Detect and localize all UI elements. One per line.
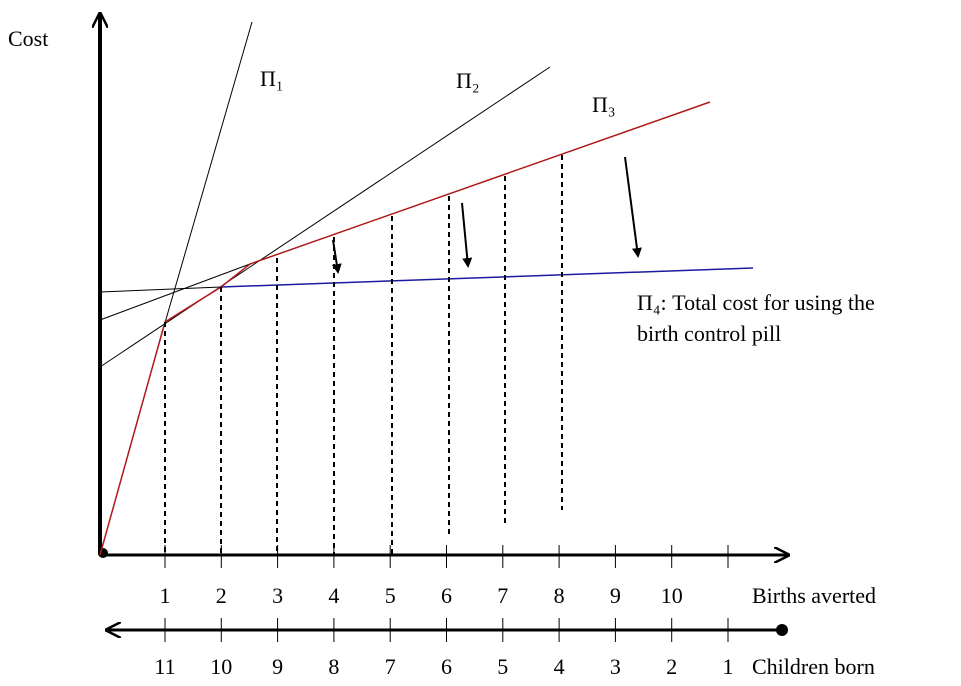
children-tick-label: 6 xyxy=(441,654,452,679)
x-tick-label: 7 xyxy=(497,583,508,608)
children-tick-label: 8 xyxy=(328,654,339,679)
pi3-label: Π₃ xyxy=(592,92,616,117)
dashed-guides xyxy=(164,155,563,555)
children-tick-label: 3 xyxy=(610,654,621,679)
pi4-label: birth control pill xyxy=(637,321,781,346)
children-tick-label: 7 xyxy=(385,654,396,679)
x-tick-label: 2 xyxy=(216,583,227,608)
children-axis-end xyxy=(776,624,788,636)
x-axis-label: Births averted xyxy=(752,583,876,608)
children-tick-label: 4 xyxy=(554,654,565,679)
pi1-label: Π₁ xyxy=(260,66,284,91)
origin xyxy=(98,548,108,558)
pi4-label: Π₄: Total cost for using the xyxy=(637,290,875,315)
x-tick-label: 9 xyxy=(610,583,621,608)
x-tick-label: 5 xyxy=(385,583,396,608)
pi4-line xyxy=(99,286,222,293)
x-tick-label: 8 xyxy=(554,583,565,608)
children-tick-label: 10 xyxy=(210,654,232,679)
y-axis-label: Cost xyxy=(8,26,48,51)
total-cost-envelope xyxy=(99,101,711,556)
shift-arrows xyxy=(331,156,642,274)
children-tick-label: 2 xyxy=(666,654,677,679)
pi1-line xyxy=(159,21,253,341)
children-tick-label: 11 xyxy=(154,654,175,679)
pi3-line xyxy=(99,263,251,321)
x-tick-label: 1 xyxy=(160,583,171,608)
children-tick-label: 9 xyxy=(272,654,283,679)
pi4-blue xyxy=(220,267,754,288)
x-tick-label: 4 xyxy=(328,583,339,608)
children-tick-label: 1 xyxy=(723,654,734,679)
children-axis-label: Children born xyxy=(752,654,875,679)
pi2-label: Π₂ xyxy=(456,68,480,93)
x-tick-label: 6 xyxy=(441,583,452,608)
children-tick-label: 5 xyxy=(497,654,508,679)
x-tick-label: 10 xyxy=(661,583,683,608)
pi2-line xyxy=(99,66,551,368)
x-tick-label: 3 xyxy=(272,583,283,608)
